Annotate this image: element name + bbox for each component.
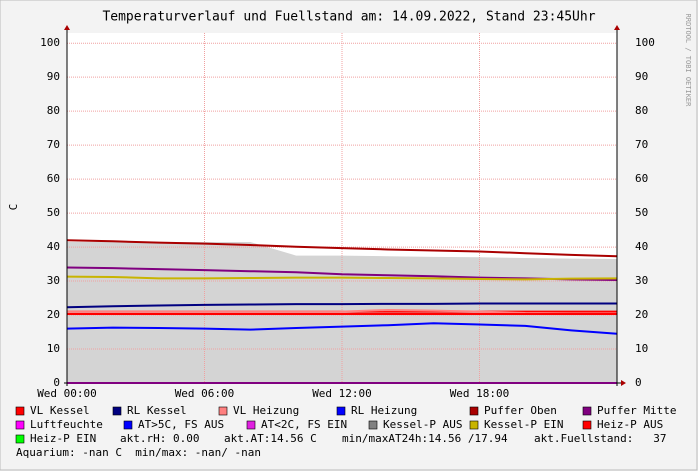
legend-swatch — [469, 406, 479, 416]
legend-swatch — [582, 406, 592, 416]
y-tick-label: 60 — [47, 172, 60, 185]
y-tick-label: 20 — [47, 308, 60, 321]
legend-swatch — [15, 420, 25, 430]
series-line — [66, 266, 618, 282]
y-tick-label: 70 — [47, 138, 60, 151]
x-tick-label: Wed 00:00 — [37, 387, 97, 400]
y2-tick-label: 60 — [635, 172, 648, 185]
legend-swatch — [123, 420, 133, 430]
axis-arrow — [64, 25, 70, 30]
legend-swatch — [15, 406, 25, 416]
series-line — [66, 322, 618, 335]
legend-label: Kessel-P AUS — [383, 418, 462, 431]
series-line — [67, 308, 617, 315]
comment: akt.rH: 0.00 — [120, 432, 199, 445]
legend-label: AT>5C, FS AUS — [138, 418, 224, 431]
axis-arrow — [614, 25, 620, 30]
comment: akt.AT:14.56 C — [224, 432, 317, 445]
y-tick-label: 30 — [47, 274, 60, 287]
y2-tick-label: 10 — [635, 342, 648, 355]
comment: Aquarium: -nan C min/max: -nan/ -nan — [16, 446, 261, 459]
legend-swatch — [469, 420, 479, 430]
series-line — [66, 239, 618, 258]
y2-tick-label: 0 — [635, 376, 642, 389]
legend-swatch — [582, 420, 592, 430]
y2-tick-label: 100 — [635, 36, 655, 49]
legend-swatch — [336, 406, 346, 416]
legend-swatch — [112, 406, 122, 416]
y-axis-label: C — [7, 204, 20, 211]
y2-tick-label: 20 — [635, 308, 648, 321]
legend-label: VL Heizung — [233, 404, 299, 417]
y2-tick-label: 70 — [635, 138, 648, 151]
legend-label: Kessel-P EIN — [484, 418, 563, 431]
y-tick-label: 80 — [47, 104, 60, 117]
watermark: RRDTOOL / TOBI OETIKER — [684, 14, 692, 108]
y-tick-label: 90 — [47, 70, 60, 83]
legend-label: AT<2C, FS EIN — [261, 418, 347, 431]
legend-swatch — [15, 434, 25, 444]
comment: akt.Fuellstand: 37 — [534, 432, 666, 445]
x-tick-label: Wed 06:00 — [175, 387, 235, 400]
legend-label: Luftfeuchte — [30, 418, 103, 431]
x-tick-label: Wed 12:00 — [312, 387, 372, 400]
y2-tick-label: 50 — [635, 206, 648, 219]
legend-swatch — [368, 420, 378, 430]
legend-label: RL Kessel — [127, 404, 187, 417]
comment: min/maxAT24h:14.56 /17.94 — [342, 432, 508, 445]
chart-title: Temperaturverlauf und Fuellstand am: 14.… — [102, 10, 595, 25]
axis-arrow — [621, 380, 626, 386]
legend-swatch — [246, 420, 256, 430]
y-tick-label: 50 — [47, 206, 60, 219]
legend-swatch — [218, 406, 228, 416]
legend-label: Heiz-P AUS — [597, 418, 663, 431]
series-line — [66, 275, 618, 281]
series-line — [66, 302, 617, 309]
y-tick-label: 40 — [47, 240, 60, 253]
legend-label: Puffer Mitte — [597, 404, 676, 417]
legend-label: Puffer Oben — [484, 404, 557, 417]
y-tick-label: 10 — [47, 342, 60, 355]
legend-label: VL Kessel — [30, 404, 90, 417]
y2-tick-label: 30 — [635, 274, 648, 287]
y-tick-label: 0 — [53, 376, 60, 389]
y-tick-label: 100 — [40, 36, 60, 49]
x-tick-label: Wed 18:00 — [450, 387, 510, 400]
y2-tick-label: 90 — [635, 70, 648, 83]
legend-label: RL Heizung — [351, 404, 417, 417]
y2-tick-label: 40 — [635, 240, 648, 253]
y2-tick-label: 80 — [635, 104, 648, 117]
legend-label: Heiz-P EIN — [30, 432, 96, 445]
